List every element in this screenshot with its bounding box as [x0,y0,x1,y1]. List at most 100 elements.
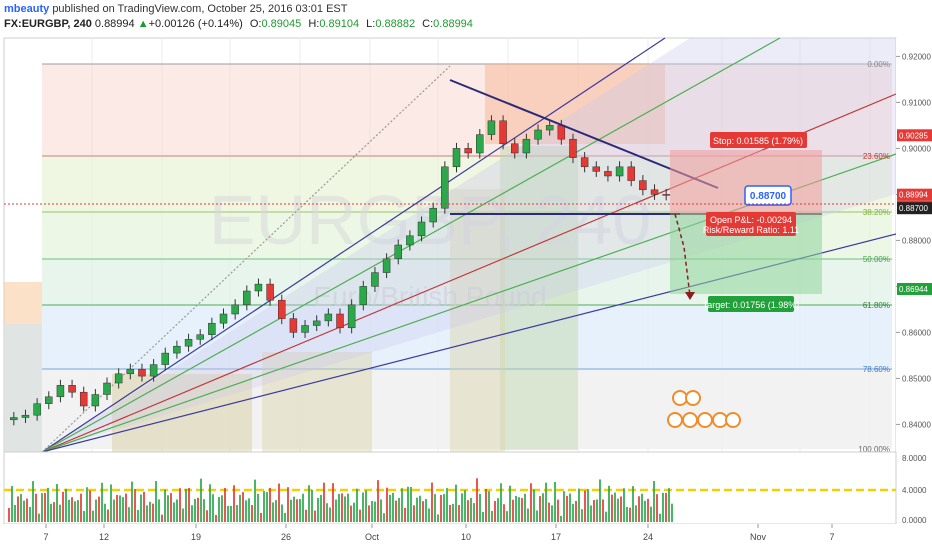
entry-price-tag: 0.88700 [899,204,928,213]
volume-bar [143,491,145,522]
candle-body [56,385,65,398]
volume-bar [593,499,595,522]
volume-bar [506,511,508,522]
time-tick: 7 [829,532,834,542]
volume-bar [29,506,31,522]
candle-body [173,345,181,354]
candle-body [569,138,577,158]
volume-bar [11,486,13,522]
candle-body [301,325,309,333]
volume-bar [176,499,178,522]
volume-bar [77,500,79,522]
volume-bar [446,488,448,522]
target-price-tag: 0.86944 [899,285,928,294]
up-arrow-icon: ▲ [137,18,149,30]
volume-bar [242,492,244,522]
candle-body [429,207,437,223]
volume-bar [296,499,298,522]
volume-bar [587,489,589,522]
target-label: Target: 0.01756 (1.98%) [703,300,800,310]
candle-body [91,394,100,407]
entry-label-box[interactable] [744,185,792,206]
volume-bar [224,488,226,522]
volume-bar [62,491,64,522]
volume-bar [320,494,322,522]
volume-bar [218,496,220,522]
event-uk-flag-icon[interactable] [672,390,688,406]
event-eu-flag-icon[interactable] [697,412,713,428]
volume-bar [266,492,268,522]
volume-bar [398,497,400,522]
volume-bar [386,487,388,522]
box-olive-right[interactable] [450,189,505,452]
chart-area[interactable]: EURGBP, 240 Euro/British Pound Stop: 0.0… [0,34,932,550]
candle-body [522,138,531,154]
volume-bar [641,493,643,522]
event-uk-flag-icon[interactable] [712,412,728,428]
candle-body [161,352,170,365]
volume-bar [215,514,217,522]
volume-bar [350,505,352,522]
volume-bar [512,499,514,522]
volume-bar [17,496,19,522]
candle-body [487,120,496,135]
volume-bar [488,491,490,522]
candle-body [79,391,88,407]
volume-bar [161,514,163,522]
candle-body [208,322,216,335]
volume-bar [416,497,418,522]
volume-bar [668,488,670,522]
volume-bar [548,502,550,522]
volume-bar [167,495,169,522]
volume-bar [191,505,193,522]
economic-events[interactable] [667,390,741,428]
volume-bar [569,493,571,522]
box-green-tall[interactable] [500,146,578,450]
volume-bar [203,499,205,522]
volume-bar [293,496,295,522]
time-axis[interactable] [4,524,932,550]
time-tick: 26 [281,532,291,542]
event-uk-flag-icon[interactable] [685,390,701,406]
candle-body [441,166,449,209]
volume-bar [47,487,49,522]
volume-bar [521,498,523,522]
volume-bar [233,485,235,522]
volume-bar [251,505,253,522]
volume-bar [623,488,625,522]
pnl-label-box[interactable] [706,212,796,236]
volume-bar [524,493,526,522]
volume-bar [464,490,466,522]
volume-bar [578,488,580,522]
target-label-box[interactable] [708,296,794,312]
candle-body [10,417,18,421]
volume-bar [287,487,289,522]
fan-line-1 [41,37,666,453]
volume-bar [227,505,229,522]
volume-bar [14,505,16,522]
volume-bar [71,497,73,522]
volume-bar [650,506,652,522]
volume-bar [533,489,535,522]
time-tick: 17 [551,532,561,542]
volume-bar [530,483,532,522]
volume-bar [359,509,361,522]
event-eu-flag-icon[interactable] [725,412,741,428]
volume-bar [269,487,271,522]
volume-bar [584,490,586,522]
fib-level-label: 61.80% [863,301,890,310]
event-uk-flag-icon[interactable] [682,412,698,428]
volume-bar [620,496,622,522]
stop-label-box[interactable] [710,132,807,148]
author-link[interactable]: mbeauty [4,3,50,15]
projection-arrow-icon [685,292,695,300]
chart-svg[interactable]: EURGBP, 240 Euro/British Pound Stop: 0.0… [0,34,932,550]
symbol-label[interactable]: FX:EURGBP, 240 [4,18,92,30]
event-eu-flag-icon[interactable] [667,412,683,428]
price-axis[interactable] [896,38,932,452]
candles[interactable] [10,115,670,426]
candle-body [476,134,484,154]
volume-bar [272,502,274,522]
volume-bar [557,499,559,522]
volume-bar [500,483,502,522]
